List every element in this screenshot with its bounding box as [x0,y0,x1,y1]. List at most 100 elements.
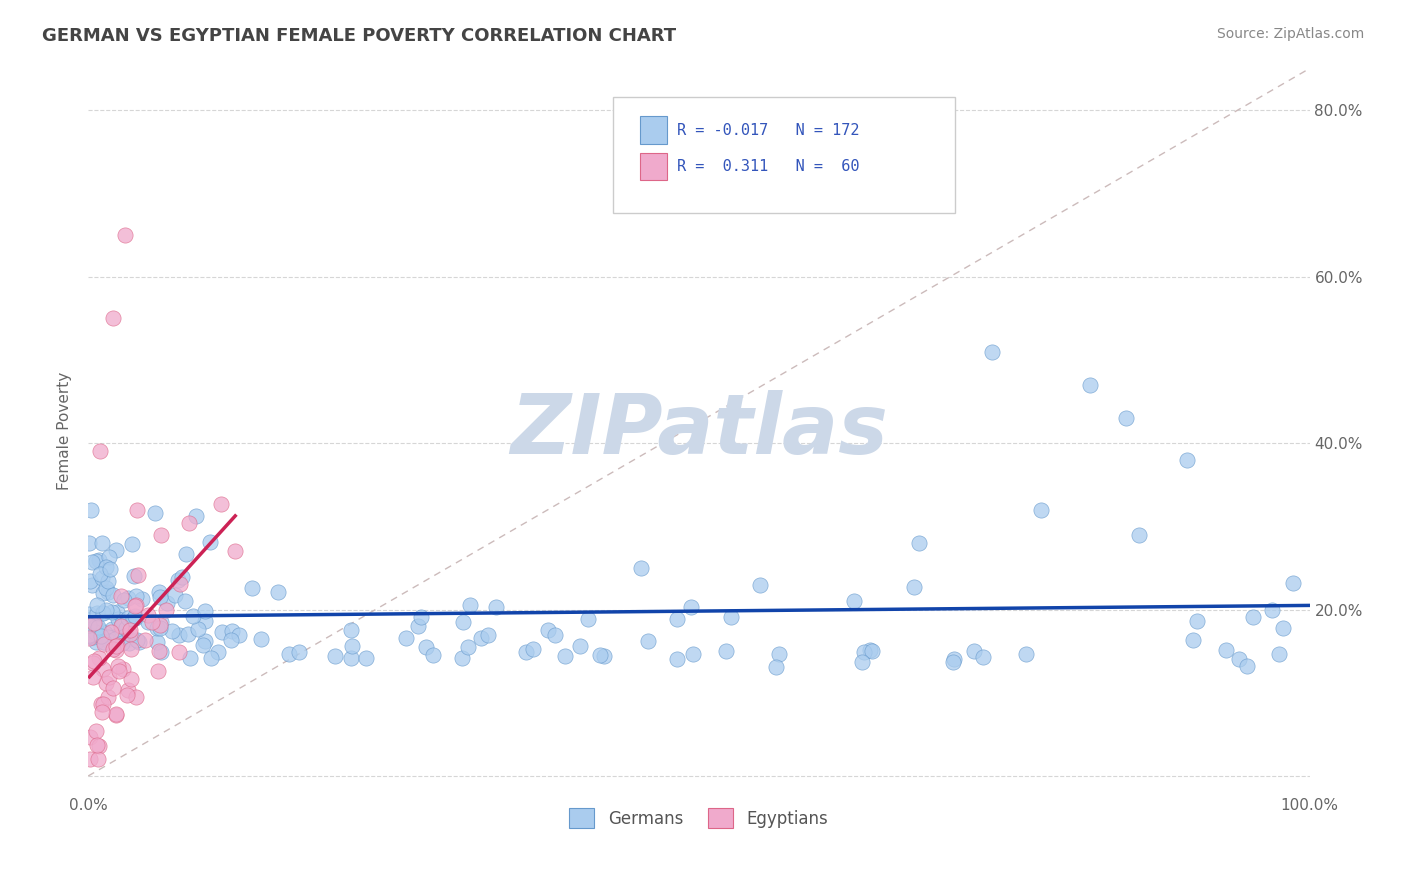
Point [576,611,599,625]
Point [84,620,107,634]
Point [101,311,124,326]
Point [637,634,659,648]
Point [148,585,170,599]
Point [903,580,925,594]
Point [1078,377,1101,392]
Point [148,644,170,658]
Point [117,611,139,625]
Point [981,344,1004,359]
Point [89,567,111,582]
Point [1029,502,1052,516]
Point [114,227,136,242]
Point [121,612,143,626]
Point [146,635,169,649]
Point [149,618,172,632]
Point [84,625,107,640]
Point [97,574,120,589]
Point [105,707,128,722]
Point [127,632,149,647]
Point [86,634,108,648]
Point [89,444,111,458]
Point [122,569,145,583]
Point [111,621,134,635]
Point [98,550,121,565]
Point [90,705,112,719]
Point [720,609,742,624]
Point [107,632,129,646]
Point [93,634,115,648]
Point [851,656,873,670]
Point [194,614,217,628]
Point [91,697,114,711]
Point [101,588,124,602]
Point [84,723,107,738]
Point [82,630,104,644]
Point [117,591,139,605]
Point [406,619,429,633]
Point [852,645,875,659]
Point [125,502,148,516]
Point [169,627,191,641]
Point [209,497,232,511]
Point [415,640,437,655]
Point [972,649,994,664]
Point [181,608,204,623]
Point [125,589,148,603]
Text: GERMAN VS EGYPTIAN FEMALE POVERTY CORRELATION CHART: GERMAN VS EGYPTIAN FEMALE POVERTY CORREL… [42,27,676,45]
Point [111,662,134,676]
Point [127,567,149,582]
Point [411,609,433,624]
Point [515,645,537,659]
Point [858,642,880,657]
Point [169,577,191,591]
Point [94,626,117,640]
Point [110,632,132,647]
Point [194,604,217,618]
Point [94,675,117,690]
Point [87,619,110,633]
Point [110,589,132,603]
Point [136,608,159,623]
Point [101,606,124,620]
Point [942,655,965,669]
Point [537,623,560,637]
Point [146,621,169,635]
Legend: Germans, Egyptians: Germans, Egyptians [562,801,835,835]
Point [105,639,128,653]
Point [179,651,201,665]
Point [170,570,193,584]
Point [120,672,142,686]
Point [94,603,117,617]
Point [97,633,120,648]
Point [679,600,702,615]
Point [105,706,128,721]
Point [77,628,100,642]
Point [94,560,117,574]
Point [93,607,115,621]
Point [593,648,616,663]
Point [666,612,689,626]
Point [82,555,104,569]
Point [111,615,134,630]
Point [77,617,100,632]
Point [86,739,108,753]
Point [1261,603,1284,617]
Point [77,536,100,550]
Point [323,649,346,664]
Point [1227,652,1250,666]
Point [267,585,290,599]
Point [118,623,141,637]
Point [100,625,122,640]
Point [1115,411,1137,425]
Point [207,645,229,659]
Point [1182,633,1205,648]
Point [110,619,132,633]
Point [121,537,143,551]
Point [748,578,770,592]
Point [1268,648,1291,662]
Point [89,739,111,753]
Point [224,544,246,558]
Point [124,599,146,613]
Point [91,571,114,585]
Point [1241,610,1264,624]
